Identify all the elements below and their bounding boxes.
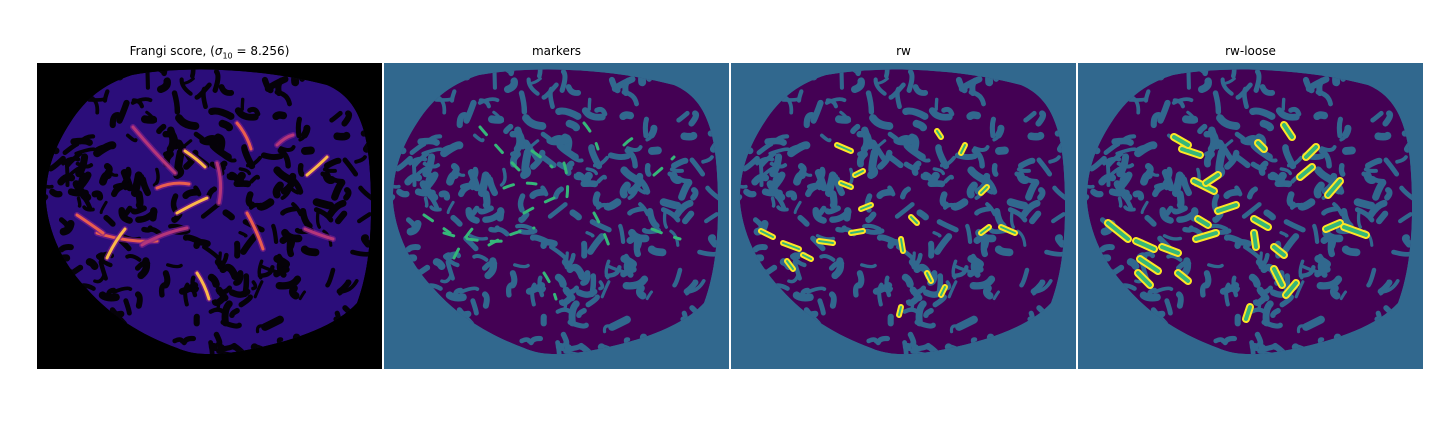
- panel-title-rw: rw: [896, 44, 911, 58]
- rw-image: [731, 63, 1076, 369]
- markers-image: [384, 63, 729, 369]
- panel-title-rw-loose: rw-loose: [1225, 44, 1276, 58]
- panel-markers: markers: [384, 0, 729, 432]
- panel-rw-loose: rw-loose: [1078, 0, 1423, 432]
- panel-frangi: Frangi score, (σ10 = 8.256): [37, 0, 382, 432]
- panel-title-frangi: Frangi score, (σ10 = 8.256): [129, 44, 290, 61]
- panel-rw: rw: [731, 0, 1076, 432]
- rw-loose-image: [1078, 63, 1423, 369]
- panel-title-markers: markers: [531, 44, 582, 58]
- frangi-score-image: [37, 63, 382, 369]
